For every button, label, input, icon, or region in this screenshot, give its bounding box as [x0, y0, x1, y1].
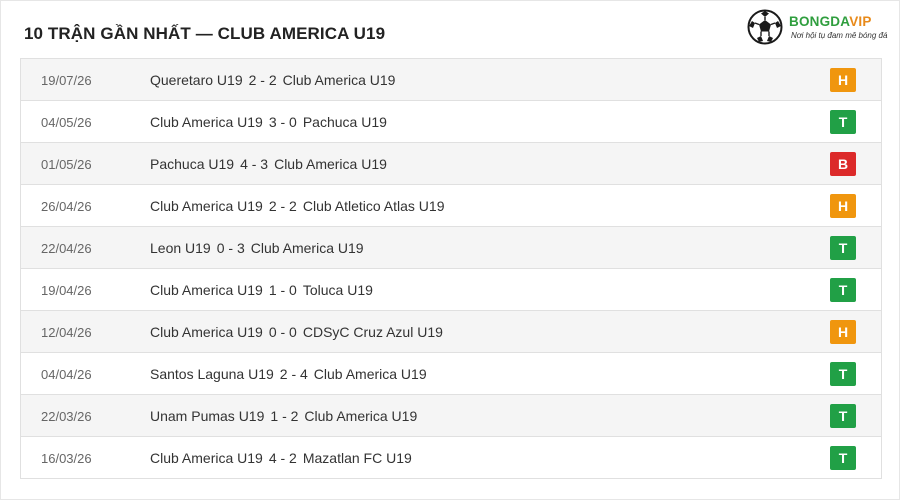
match-date: 22/04/26 — [41, 241, 92, 256]
match-line: Club America U19 2 - 2 Club Atletico Atlas… — [150, 198, 444, 214]
home-team: Club America U19 — [150, 198, 263, 214]
match-score: 2 - 2 — [248, 72, 277, 88]
result-badge: T — [830, 278, 856, 302]
home-team: Leon U19 — [150, 240, 211, 256]
match-line: Queretaro U19 2 - 2 Club America U19 — [150, 72, 395, 88]
match-line: Club America U19 0 - 0 CDSyC Cruz Azul U19 — [150, 324, 443, 340]
away-team: Club Atletico Atlas U19 — [302, 198, 445, 214]
result-badge: T — [830, 236, 856, 260]
result-badge: T — [830, 110, 856, 134]
match-date: 04/05/26 — [41, 115, 92, 130]
match-date: 04/04/26 — [41, 367, 92, 382]
match-line: Santos Laguna U19 2 - 4 Club America U19 — [150, 366, 427, 382]
match-row[interactable]: 04/04/26 Santos Laguna U19 2 - 4 Club Amer… — [21, 353, 881, 395]
match-line: Pachuca U19 4 - 3 Club America U19 — [150, 156, 387, 172]
match-line: Club America U19 4 - 2 Mazatlan FC U19 — [150, 450, 412, 466]
match-score: 1 - 2 — [270, 408, 299, 424]
match-score: 2 - 4 — [279, 366, 308, 382]
logo-brand-main: BONGDA — [789, 14, 850, 29]
match-row[interactable]: 22/03/26 Unam Pumas U19 1 - 2 Club America… — [21, 395, 881, 437]
result-badge: H — [830, 194, 856, 218]
match-score: 1 - 0 — [268, 282, 297, 298]
match-score: 0 - 0 — [268, 324, 297, 340]
match-date: 22/03/26 — [41, 409, 92, 424]
match-score: 3 - 0 — [268, 114, 297, 130]
home-team: Unam Pumas U19 — [150, 408, 265, 424]
home-team: Queretaro U19 — [150, 72, 243, 88]
home-team: Club America U19 — [150, 450, 263, 466]
match-date: 12/04/26 — [41, 325, 92, 340]
away-team: Mazatlan FC U19 — [302, 450, 412, 466]
home-team: Club America U19 — [150, 324, 263, 340]
match-date: 19/07/26 — [41, 73, 92, 88]
result-badge: T — [830, 446, 856, 470]
match-line: Club America U19 1 - 0 Toluca U19 — [150, 282, 373, 298]
result-badge: T — [830, 362, 856, 386]
away-team: Pachuca U19 — [302, 114, 387, 130]
result-badge: H — [830, 68, 856, 92]
soccer-ball-icon — [747, 9, 783, 45]
page-title: 10 TRẬN GẦN NHẤT — CLUB AMERICA U19 — [24, 24, 386, 43]
match-row[interactable]: 26/04/26 Club America U19 2 - 2 Club Atlet… — [21, 185, 881, 227]
match-date: 26/04/26 — [41, 199, 92, 214]
away-team: CDSyC Cruz Azul U19 — [302, 324, 443, 340]
match-score: 4 - 3 — [240, 156, 269, 172]
home-team: Club America U19 — [150, 282, 263, 298]
match-score: 2 - 2 — [268, 198, 297, 214]
match-date: 19/04/26 — [41, 283, 92, 298]
match-line: Club America U19 3 - 0 Pachuca U19 — [150, 114, 387, 130]
away-team: Club America U19 — [250, 240, 364, 256]
match-row[interactable]: 16/03/26 Club America U19 4 - 2 Mazatlan F… — [21, 437, 881, 479]
match-date: 01/05/26 — [41, 157, 92, 172]
match-line: Leon U19 0 - 3 Club America U19 — [150, 240, 364, 256]
match-row[interactable]: 22/04/26 Leon U19 0 - 3 Club America U19 T — [21, 227, 881, 269]
match-row[interactable]: 19/07/26 Queretaro U19 2 - 2 Club America … — [21, 59, 881, 101]
match-date: 16/03/26 — [41, 451, 92, 466]
home-team: Pachuca U19 — [150, 156, 235, 172]
logo-brand: BONGDAVIP — [789, 14, 872, 29]
result-badge: B — [830, 152, 856, 176]
away-team: Club America U19 — [304, 408, 418, 424]
match-line: Unam Pumas U19 1 - 2 Club America U19 — [150, 408, 417, 424]
match-score: 0 - 3 — [216, 240, 245, 256]
away-team: Club America U19 — [274, 156, 387, 172]
match-row[interactable]: 04/05/26 Club America U19 3 - 0 Pachuca U1… — [21, 101, 881, 143]
logo-tagline: Nơi hội tụ đam mê bóng đá — [791, 31, 888, 40]
away-team: Club America U19 — [313, 366, 427, 382]
match-row[interactable]: 12/04/26 Club America U19 0 - 0 CDSyC Cruz… — [21, 311, 881, 353]
match-score: 4 - 2 — [268, 450, 297, 466]
recent-matches-table: 19/07/26 Queretaro U19 2 - 2 Club America … — [20, 58, 882, 479]
away-team: Club America U19 — [282, 72, 396, 88]
home-team: Club America U19 — [150, 114, 263, 130]
bongdavip-logo[interactable]: BONGDAVIP Nơi hội tụ đam mê bóng đá — [747, 9, 892, 47]
home-team: Santos Laguna U19 — [150, 366, 274, 382]
match-row[interactable]: 01/05/26 Pachuca U19 4 - 3 Club America U1… — [21, 143, 881, 185]
match-row[interactable]: 19/04/26 Club America U19 1 - 0 Toluca U19… — [21, 269, 881, 311]
away-team: Toluca U19 — [302, 282, 373, 298]
result-badge: H — [830, 320, 856, 344]
logo-brand-accent: VIP — [849, 14, 872, 29]
result-badge: T — [830, 404, 856, 428]
